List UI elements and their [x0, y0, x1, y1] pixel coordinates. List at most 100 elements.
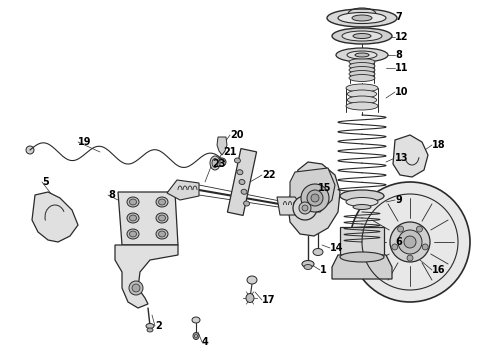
- Ellipse shape: [340, 252, 384, 262]
- Circle shape: [350, 182, 470, 302]
- Text: 20: 20: [230, 130, 244, 140]
- Polygon shape: [288, 162, 340, 236]
- Ellipse shape: [129, 199, 137, 205]
- Ellipse shape: [156, 229, 168, 239]
- Ellipse shape: [349, 75, 375, 81]
- Circle shape: [311, 194, 319, 202]
- Circle shape: [398, 230, 422, 254]
- Text: 5: 5: [42, 177, 49, 187]
- Text: 15: 15: [318, 183, 332, 193]
- Circle shape: [26, 146, 34, 154]
- Text: 19: 19: [78, 137, 92, 147]
- Ellipse shape: [342, 31, 382, 41]
- Ellipse shape: [355, 53, 369, 57]
- Circle shape: [218, 158, 226, 166]
- Circle shape: [392, 244, 398, 250]
- Ellipse shape: [158, 231, 166, 237]
- Circle shape: [390, 222, 430, 262]
- Polygon shape: [115, 245, 178, 308]
- Ellipse shape: [347, 51, 377, 59]
- Polygon shape: [217, 137, 227, 155]
- Circle shape: [397, 226, 404, 232]
- Ellipse shape: [129, 215, 137, 221]
- Ellipse shape: [346, 198, 378, 207]
- Ellipse shape: [241, 189, 247, 194]
- Text: 12: 12: [395, 32, 409, 42]
- Ellipse shape: [234, 158, 241, 163]
- Text: 9: 9: [395, 195, 402, 205]
- Polygon shape: [332, 255, 392, 279]
- Ellipse shape: [336, 48, 388, 62]
- Text: 6: 6: [395, 237, 402, 247]
- Ellipse shape: [340, 190, 384, 202]
- Ellipse shape: [147, 328, 153, 332]
- Text: 21: 21: [223, 147, 237, 157]
- Ellipse shape: [349, 67, 375, 73]
- Ellipse shape: [347, 90, 377, 98]
- Ellipse shape: [352, 15, 372, 21]
- Circle shape: [307, 190, 323, 206]
- Ellipse shape: [302, 261, 314, 267]
- Text: 4: 4: [202, 337, 209, 347]
- Circle shape: [422, 244, 428, 250]
- Ellipse shape: [247, 276, 257, 284]
- Ellipse shape: [244, 201, 249, 206]
- Text: 16: 16: [432, 265, 445, 275]
- Text: 8: 8: [395, 50, 402, 60]
- Polygon shape: [118, 192, 178, 245]
- Circle shape: [129, 281, 143, 295]
- Ellipse shape: [237, 170, 243, 175]
- Circle shape: [404, 236, 416, 248]
- Ellipse shape: [127, 213, 139, 223]
- Ellipse shape: [304, 265, 312, 270]
- Text: 14: 14: [330, 243, 343, 253]
- Ellipse shape: [146, 324, 154, 328]
- Text: 17: 17: [262, 295, 275, 305]
- Text: 13: 13: [395, 153, 409, 163]
- Ellipse shape: [127, 197, 139, 207]
- Ellipse shape: [156, 197, 168, 207]
- Polygon shape: [277, 197, 301, 215]
- Circle shape: [302, 205, 308, 211]
- Polygon shape: [227, 149, 257, 215]
- Ellipse shape: [192, 317, 200, 323]
- Ellipse shape: [347, 96, 377, 104]
- Polygon shape: [290, 168, 335, 212]
- Text: 10: 10: [395, 87, 409, 97]
- Text: 18: 18: [432, 140, 445, 150]
- Circle shape: [407, 255, 413, 261]
- Circle shape: [132, 284, 140, 292]
- Ellipse shape: [338, 13, 386, 23]
- Circle shape: [293, 196, 317, 220]
- Text: 22: 22: [262, 170, 275, 180]
- Ellipse shape: [332, 28, 392, 44]
- Ellipse shape: [349, 71, 375, 77]
- Text: 23: 23: [212, 159, 225, 169]
- Text: 7: 7: [395, 12, 402, 22]
- Circle shape: [416, 226, 422, 232]
- Ellipse shape: [129, 231, 137, 237]
- Ellipse shape: [195, 334, 197, 338]
- Ellipse shape: [327, 9, 397, 27]
- Ellipse shape: [346, 84, 378, 92]
- Ellipse shape: [212, 158, 218, 167]
- Polygon shape: [32, 192, 78, 242]
- Bar: [340, 227, 384, 257]
- Ellipse shape: [349, 58, 375, 66]
- Ellipse shape: [353, 33, 371, 39]
- Text: 2: 2: [155, 321, 162, 331]
- Ellipse shape: [210, 156, 220, 170]
- Text: 1: 1: [320, 265, 327, 275]
- Ellipse shape: [353, 204, 371, 210]
- Circle shape: [299, 202, 311, 214]
- Ellipse shape: [193, 333, 199, 339]
- Ellipse shape: [127, 229, 139, 239]
- Ellipse shape: [156, 213, 168, 223]
- Text: 11: 11: [395, 63, 409, 73]
- Ellipse shape: [158, 199, 166, 205]
- Polygon shape: [393, 135, 428, 177]
- Ellipse shape: [158, 215, 166, 221]
- Circle shape: [301, 184, 329, 212]
- Ellipse shape: [239, 180, 245, 185]
- Ellipse shape: [246, 293, 254, 302]
